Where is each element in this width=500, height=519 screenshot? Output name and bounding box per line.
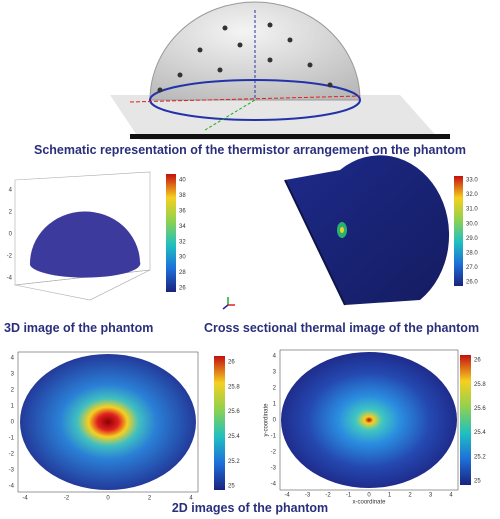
tick-label: -3	[9, 468, 15, 474]
tick-label: 40	[179, 178, 186, 184]
tick-label: 25.6	[228, 409, 240, 415]
tick-label: 0	[367, 493, 371, 499]
tick-label: -1	[271, 434, 277, 440]
caption: Schematic representation of the thermist…	[34, 143, 466, 157]
tick-label: 4	[11, 356, 15, 362]
tick-label: 34	[179, 224, 186, 230]
tick-label: 28.0	[466, 250, 478, 256]
tick-label: -3	[305, 493, 311, 499]
tick-label: 1	[388, 493, 392, 499]
tick-label: 25.6	[474, 406, 486, 412]
caption: 3D image of the phantom	[4, 321, 153, 335]
map-left	[17, 351, 225, 493]
tick-label: 25.2	[474, 454, 486, 460]
tick-label: -4	[9, 484, 15, 490]
tick-label: 25.4	[474, 430, 486, 436]
tick-label: 33.0	[466, 178, 478, 184]
axis-label: x-coordinate	[352, 500, 386, 506]
tick-label: 4	[449, 493, 453, 499]
tick-label: 27.0	[466, 265, 478, 271]
tick-label: 4	[273, 354, 277, 360]
tick-label: 28	[179, 270, 186, 276]
tick-label: -4	[271, 482, 277, 488]
tick-label: -2	[7, 254, 13, 260]
tick-label: 31.0	[466, 207, 478, 213]
tick-label: 2	[408, 493, 412, 499]
caption: 2D images of the phantom	[172, 501, 328, 515]
tick-label: -2	[64, 496, 70, 502]
tick-label: 0	[9, 232, 13, 238]
tick-label: 1	[11, 404, 15, 410]
tick-label: -2	[271, 450, 277, 456]
tick-label: 32.0	[466, 192, 478, 198]
tick-label: 26	[474, 358, 481, 364]
tick-label: -1	[9, 436, 15, 442]
tick-label: -2	[9, 452, 15, 458]
tick-label: 38	[179, 193, 186, 199]
tick-label: 25	[474, 479, 481, 485]
tick-label: 3	[273, 370, 277, 376]
tick-label: 29.0	[466, 236, 478, 242]
tick-label: 0	[11, 420, 15, 426]
tick-label: -1	[346, 493, 352, 499]
tick-label: -4	[7, 276, 13, 282]
tick-label: 32	[179, 239, 186, 245]
schematic	[110, 1, 450, 140]
tick-label: 2	[11, 388, 15, 394]
tick-label: 25.8	[474, 382, 486, 388]
tick-label: 4	[189, 496, 193, 502]
tick-label: -4	[284, 493, 290, 499]
tick-label: 25.2	[228, 459, 240, 465]
tick-label: 1	[273, 402, 277, 408]
tick-label: -2	[325, 493, 331, 499]
tick-label: 25.4	[228, 434, 240, 440]
axis-label: y-coordinate	[264, 403, 270, 437]
tick-label: 0	[106, 496, 110, 502]
caption: Cross sectional thermal image of the pha…	[204, 321, 479, 335]
cross-section	[222, 155, 463, 310]
tick-label: 3	[429, 493, 433, 499]
tick-label: 26.0	[466, 280, 478, 286]
tick-label: 2	[9, 210, 13, 216]
tick-label: 0	[273, 418, 277, 424]
plot-3d	[14, 171, 176, 301]
tick-label: 26	[228, 360, 235, 366]
tick-label: 3	[11, 372, 15, 378]
tick-label: 25	[228, 484, 235, 490]
tick-label: 36	[179, 208, 186, 214]
tick-label: 30	[179, 255, 186, 261]
tick-label: 25.8	[228, 384, 240, 390]
tick-label: -3	[271, 466, 277, 472]
tick-label: 2	[148, 496, 152, 502]
tick-label: 4	[9, 188, 13, 194]
map-right	[279, 349, 471, 491]
tick-label: -4	[22, 496, 28, 502]
tick-label: 26	[179, 286, 186, 292]
tick-label: 2	[273, 386, 277, 392]
tick-label: 30.0	[466, 221, 478, 227]
